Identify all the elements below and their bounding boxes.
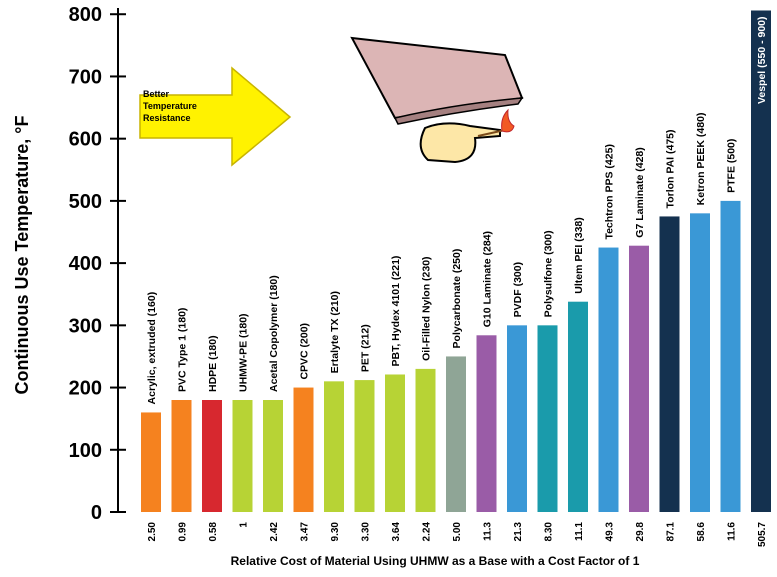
y-axis-label: Continuous Use Temperature, °F	[12, 116, 32, 395]
bar-label: G10 Laminate (284)	[482, 231, 494, 327]
bar	[202, 400, 222, 512]
x-tick-label: 11.3	[483, 522, 494, 541]
x-tick-label: 9.30	[330, 522, 341, 542]
bar	[141, 412, 161, 512]
annotation: Temperature	[143, 101, 197, 111]
bar	[263, 400, 283, 512]
x-tick-label: 3.47	[300, 522, 311, 542]
illustration	[350, 36, 524, 164]
bar	[537, 325, 558, 512]
x-tick-label: 21.3	[513, 522, 524, 542]
y-tick-label: 800	[69, 4, 102, 26]
bar-label: UHMW-PE (180)	[238, 313, 250, 392]
bar-label: PVDF (300)	[512, 262, 524, 317]
y-tick-label: 0	[91, 502, 102, 524]
bar-label: Ultem PEI (338)	[573, 217, 585, 293]
bar-label: Oil-Filled Nylon (230)	[421, 256, 433, 360]
y-tick-label: 500	[69, 191, 102, 213]
x-tick-label: 87.1	[666, 522, 677, 542]
bar-label: CPVC (200)	[299, 323, 311, 380]
y-tick-label: 200	[69, 378, 102, 400]
annotation: Resistance	[143, 113, 191, 123]
bar-label: Acetal Copolymer (180)	[268, 275, 280, 392]
bar	[629, 245, 649, 512]
bar	[324, 381, 344, 512]
bar	[232, 400, 253, 512]
x-tick-label: 2.50	[147, 522, 158, 542]
bar	[751, 10, 771, 512]
bar-label: PET (212)	[360, 324, 372, 372]
bar	[446, 356, 466, 512]
x-tick-label: 3.30	[361, 522, 372, 542]
bar	[598, 247, 619, 513]
x-tick-label: 0.99	[178, 522, 189, 542]
bar-label: PBT, Hydex 4101 (221)	[390, 256, 402, 367]
x-tick-label: 1	[239, 522, 250, 528]
annotation: Better	[143, 89, 170, 99]
x-tick-label: 2.24	[422, 522, 433, 542]
y-tick-label: 300	[69, 315, 102, 337]
bar	[507, 325, 527, 512]
bar-label: HDPE (180)	[207, 335, 219, 392]
x-tick-label: 2.42	[269, 522, 280, 542]
bar-label: Acrylic, extruded (160)	[146, 292, 158, 405]
x-tick-label: 29.8	[635, 522, 646, 542]
y-tick-label: 700	[69, 66, 102, 88]
bar-label: Vespel (550 - 900)	[756, 16, 768, 104]
bar-label: Polycarbonate (250)	[451, 249, 463, 349]
bar-label: Torlon PAI (475)	[665, 129, 677, 208]
bar	[476, 335, 497, 512]
bar-label: Ertalyte TX (210)	[329, 291, 341, 373]
bar	[720, 200, 741, 512]
x-tick-label: 3.64	[391, 522, 402, 542]
y-tick-label: 400	[69, 253, 102, 275]
bar	[568, 301, 588, 512]
arrow	[139, 66, 292, 167]
x-tick-label: 11.6	[727, 522, 738, 541]
bar	[385, 374, 405, 512]
bar-label: Polysulfone (300)	[543, 230, 555, 317]
bar	[690, 213, 710, 513]
bar	[171, 400, 192, 512]
y-tick-label: 600	[69, 129, 102, 151]
x-tick-label: 58.6	[696, 522, 707, 542]
x-tick-label: 49.3	[605, 522, 616, 542]
bar	[354, 380, 375, 512]
x-tick-label: 8.30	[544, 522, 555, 542]
x-tick-label: 11.1	[574, 522, 585, 541]
x-axis-label: Relative Cost of Material Using UHMW as …	[231, 554, 640, 568]
bar	[415, 368, 436, 512]
x-tick-label: 5.00	[452, 522, 463, 542]
bar-label: Ketron PEEK (480)	[695, 113, 707, 206]
bar	[293, 387, 314, 512]
x-tick-label: 505.7	[757, 522, 768, 547]
x-tick-label: 0.58	[208, 522, 219, 542]
bar	[659, 216, 680, 512]
bar-label: Techtron PPS (425)	[604, 144, 616, 240]
bar-label: PVC Type 1 (180)	[177, 308, 189, 392]
bar-label: PTFE (500)	[726, 139, 738, 193]
bar-label: G7 Laminate (428)	[634, 147, 646, 237]
y-tick-label: 100	[69, 440, 102, 462]
